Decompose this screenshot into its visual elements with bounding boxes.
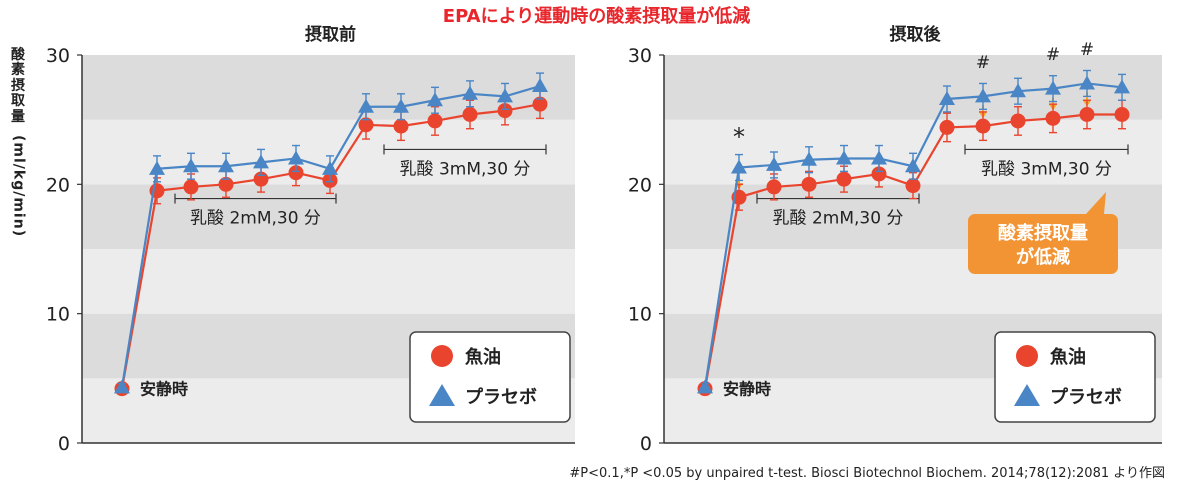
footnote: #P<0.1,*P <0.05 by unpaired t-test. Bios… <box>569 466 1165 481</box>
y-tick-label: 10 <box>46 304 70 326</box>
data-point-triangle <box>939 90 955 105</box>
data-point-circle <box>1079 106 1095 122</box>
data-point-circle <box>183 179 199 195</box>
y-axis-label-char: 素 <box>11 62 25 79</box>
data-point-circle <box>939 119 955 135</box>
data-point-circle <box>288 165 304 181</box>
data-point-circle <box>975 118 991 134</box>
data-point-circle <box>905 178 921 194</box>
rest-label: 安静時 <box>723 380 771 399</box>
y-tick-label: 20 <box>46 174 70 196</box>
significance-mark: # <box>1080 40 1094 60</box>
y-axis-label-char: 量 <box>11 108 25 125</box>
data-point-triangle <box>801 151 817 166</box>
y-axis-label: 酸 素 摂 取 量 (ml/kg/min) <box>6 47 30 238</box>
bracket-label: 乳酸 3mM,30 分 <box>981 159 1112 179</box>
callout-text: が低減 <box>1016 246 1070 268</box>
y-tick-label: 0 <box>640 433 652 455</box>
panel-title: 摂取後 <box>890 24 942 45</box>
y-axis-label-char: 取 <box>11 93 25 110</box>
significance-mark: # <box>1046 45 1060 65</box>
data-point-triangle <box>322 160 338 175</box>
y-axis-label-char: 摂 <box>11 77 25 94</box>
data-point-triangle <box>462 85 478 100</box>
legend-label: 魚油 <box>465 346 501 368</box>
data-point-circle <box>1045 110 1061 126</box>
legend-box <box>409 331 571 423</box>
legend-marker-triangle <box>429 384 455 406</box>
data-point-circle <box>393 118 409 134</box>
data-point-triangle <box>288 150 304 165</box>
y-tick-label: 30 <box>628 45 652 67</box>
data-point-triangle <box>358 98 374 113</box>
data-point-triangle <box>1010 83 1026 98</box>
legend-marker-triangle <box>1014 384 1040 406</box>
data-point-circle <box>532 96 548 112</box>
data-point-circle <box>427 113 443 129</box>
background-band <box>82 55 575 120</box>
panel-title: 摂取前 <box>305 24 356 45</box>
legend-label: プラセボ <box>1050 386 1122 408</box>
significance-mark: * <box>733 123 745 151</box>
y-tick-label: 30 <box>46 45 70 67</box>
data-point-triangle <box>253 154 269 169</box>
data-point-circle <box>218 176 234 192</box>
y-axis-label-char: 酸 <box>11 47 25 63</box>
data-point-triangle <box>218 158 234 173</box>
data-point-triangle <box>114 379 130 394</box>
legend-box <box>994 331 1156 423</box>
data-point-triangle <box>183 158 199 173</box>
legend-marker-circle <box>1016 345 1038 367</box>
background-band <box>664 55 1162 120</box>
background-band <box>82 249 575 314</box>
data-point-triangle <box>1045 80 1061 95</box>
data-point-triangle <box>1079 75 1095 90</box>
data-point-triangle <box>497 88 513 103</box>
data-point-triangle <box>975 88 991 103</box>
legend-marker-circle <box>431 345 453 367</box>
data-point-triangle <box>1114 79 1130 94</box>
callout-pointer <box>1086 192 1106 214</box>
data-point-triangle <box>731 159 747 174</box>
y-tick-label: 20 <box>628 174 652 196</box>
data-point-triangle <box>697 379 713 394</box>
y-axis-unit: (ml/kg/min) <box>10 134 27 238</box>
callout-text: 酸素摂取量 <box>998 222 1088 244</box>
bracket-label: 乳酸 3mM,30 分 <box>400 159 531 179</box>
data-point-triangle <box>532 78 548 93</box>
y-tick-label: 0 <box>58 433 70 455</box>
data-point-circle <box>801 176 817 192</box>
data-point-circle <box>358 117 374 133</box>
background-band <box>82 184 575 249</box>
data-point-circle <box>1114 106 1130 122</box>
data-point-triangle <box>427 92 443 107</box>
significance-mark: # <box>976 53 990 73</box>
legend-label: プラセボ <box>465 386 537 408</box>
callout-box <box>968 214 1118 274</box>
data-point-circle <box>766 179 782 195</box>
data-point-circle <box>871 166 887 182</box>
data-point-circle <box>836 171 852 187</box>
chart-main-title: EPAにより運動時の酸素摂取量が低減 <box>442 6 751 27</box>
legend-label: 魚油 <box>1050 346 1086 368</box>
rest-label: 安静時 <box>140 380 188 399</box>
data-point-triangle <box>905 158 921 173</box>
data-point-circle <box>462 106 478 122</box>
data-point-triangle <box>766 156 782 171</box>
data-point-triangle <box>836 150 852 165</box>
data-point-triangle <box>871 150 887 165</box>
data-point-circle <box>1010 113 1026 129</box>
bracket-label: 乳酸 2mM,30 分 <box>773 209 904 229</box>
data-point-triangle <box>149 160 165 175</box>
data-point-circle <box>497 103 513 119</box>
data-point-triangle <box>393 98 409 113</box>
bracket-label: 乳酸 2mM,30 分 <box>190 209 321 229</box>
y-tick-label: 10 <box>628 304 652 326</box>
